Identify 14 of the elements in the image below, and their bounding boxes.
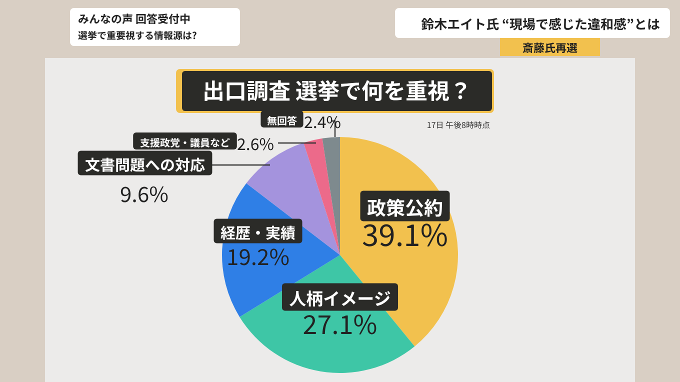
text: 斎藤氏再選 [522,40,578,56]
data-label: 2.6% [237,131,274,155]
data-label: 9.6% [120,179,168,209]
slice-label: 文書問題への対応 [84,154,206,176]
data-label: 2.4% [304,109,342,133]
chart-title: 出口調査 選挙で何を重視？ [202,74,472,106]
slice-label: 無回答 [267,112,297,128]
pie-slice [322,137,340,255]
text: 17日 午後8時時点 [426,120,490,131]
slice-label: 支援政党・議員など [140,134,230,150]
text: みんなの声 回答受付中 [78,11,190,27]
text: 選挙で重要視する情報源は? [78,28,197,42]
text: 鈴木エイト氏 “現場で感じた違和感”とは [421,14,660,33]
pie-slice [304,138,340,255]
